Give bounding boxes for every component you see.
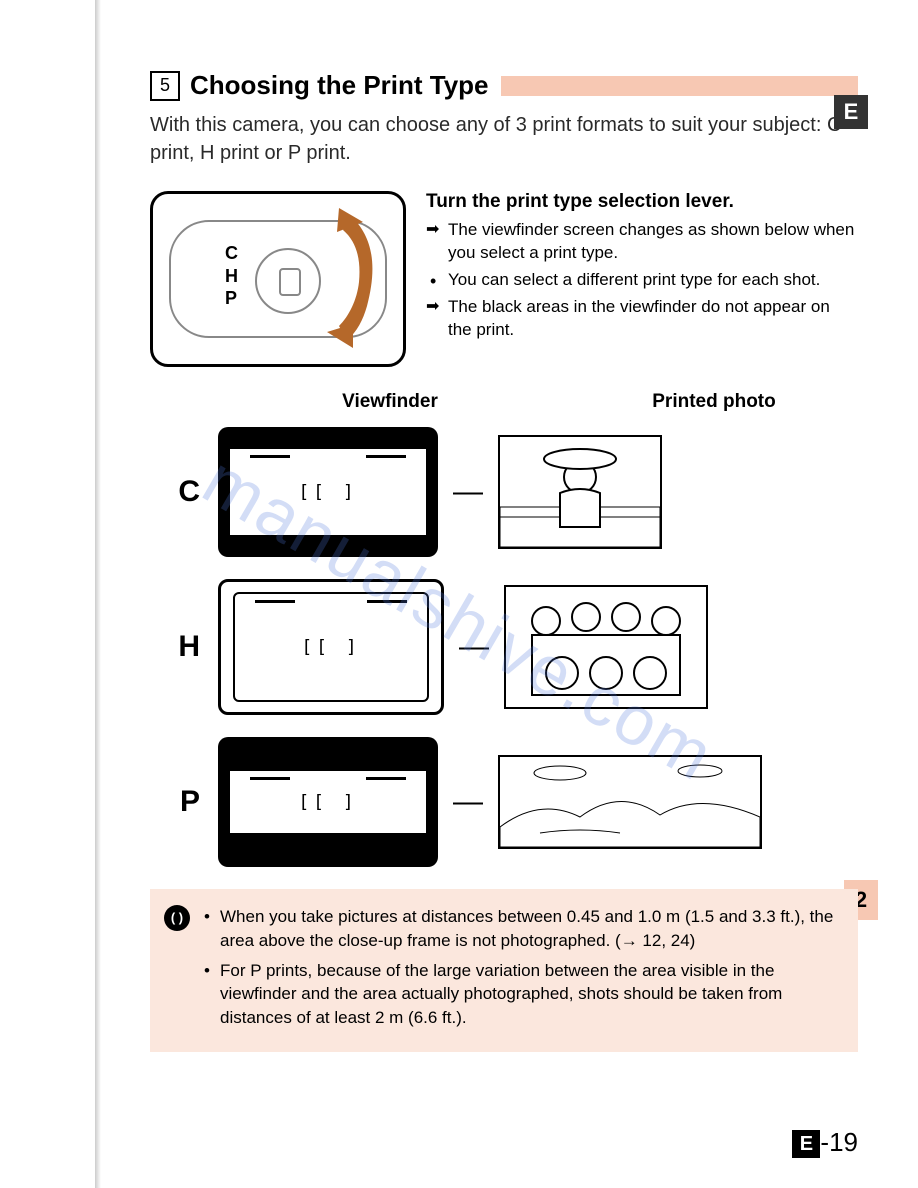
format-row-h: H [[ ] —: [150, 579, 858, 715]
step-row: C H P Turn the print type selection leve…: [150, 191, 858, 367]
viewfinder-c: [[ ]: [218, 427, 438, 557]
format-row-p: P [[ ] —: [150, 737, 858, 867]
intro-text: With this camera, you can choose any of …: [150, 111, 858, 167]
page-number: E-19: [792, 1127, 858, 1158]
section-number: 5: [150, 71, 180, 101]
section-title: Choosing the Print Type: [190, 70, 489, 101]
title-accent-bar: [501, 76, 858, 96]
step-text: Turn the print type selection lever. The…: [426, 191, 858, 367]
printed-photo-h: [504, 585, 708, 709]
column-headers: Viewfinder Printed photo: [150, 391, 858, 413]
dash-icon: —: [444, 630, 504, 664]
step-bullet: The black areas in the viewfinder do not…: [426, 296, 858, 342]
dash-icon: —: [438, 785, 498, 819]
caution-note: ( ) When you take pictures at distances …: [150, 889, 858, 1052]
page-badge: E: [792, 1130, 820, 1158]
col-viewfinder: Viewfinder: [150, 391, 570, 413]
binding-shadow: [95, 0, 101, 1188]
row-label: P: [150, 785, 218, 819]
dash-icon: —: [438, 475, 498, 509]
section-header: 5 Choosing the Print Type: [150, 70, 858, 101]
viewfinder-p: [[ ]: [218, 737, 438, 867]
step-lead: Turn the print type selection lever.: [426, 191, 858, 213]
step-bullet: The viewfinder screen changes as shown b…: [426, 219, 858, 265]
row-label: H: [150, 630, 218, 664]
language-badge: E: [834, 95, 868, 129]
format-row-c: C [[ ] —: [150, 427, 858, 557]
col-printed: Printed photo: [570, 391, 858, 413]
row-label: C: [150, 475, 218, 509]
note-bullet: When you take pictures at distances betw…: [204, 905, 840, 953]
step-bullet: You can select a different print type fo…: [426, 269, 858, 292]
lever-illustration: C H P: [150, 191, 406, 367]
note-bullet: For P prints, because of the large varia…: [204, 959, 840, 1030]
viewfinder-h: [[ ]: [218, 579, 444, 715]
printed-photo-c: [498, 435, 662, 549]
printed-photo-p: [498, 755, 762, 849]
manual-page: 5 Choosing the Print Type E With this ca…: [0, 0, 918, 1188]
chp-letters: C H P: [225, 242, 238, 310]
caution-icon: ( ): [164, 905, 190, 931]
rotate-arrow-icon: [319, 208, 383, 348]
